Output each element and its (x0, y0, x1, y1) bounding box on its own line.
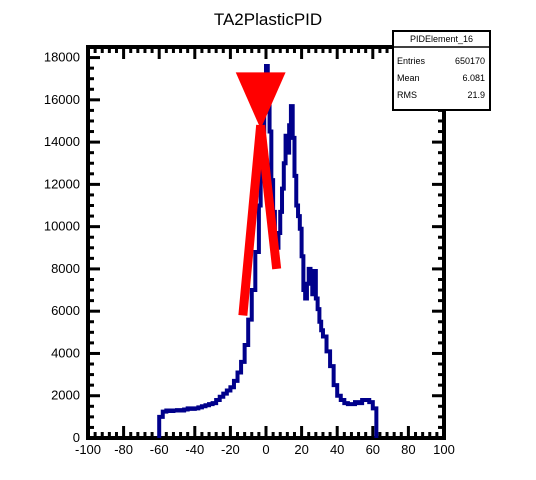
series-layer (157, 64, 379, 438)
stats-label-rms: RMS (397, 90, 417, 100)
x-tick-label: -20 (221, 442, 240, 457)
arrow-shaft-right (256, 124, 282, 270)
stats-label-mean: Mean (397, 73, 420, 83)
y-tick-label: 4000 (51, 345, 80, 360)
x-tick-label: -60 (150, 442, 169, 457)
stats-box-name: PIDElement_16 (410, 34, 473, 44)
stats-value-entries: 650170 (455, 56, 485, 66)
stats-label-entries: Entries (397, 56, 426, 66)
stats-value-mean: 6.081 (462, 73, 485, 83)
y-tick-label: 16000 (44, 92, 80, 107)
chart-title: TA2PlasticPID (214, 10, 322, 29)
y-tick-label: 14000 (44, 134, 80, 149)
x-tick-label: 40 (330, 442, 344, 457)
y-tick-label: 10000 (44, 219, 80, 234)
x-tick-label: -100 (75, 442, 101, 457)
stats-box-frame (392, 30, 491, 111)
y-tick-label: 18000 (44, 50, 80, 65)
stats-value-rms: 21.9 (467, 90, 485, 100)
x-tick-label: -80 (114, 442, 133, 457)
arrow-shaft-left (238, 124, 266, 316)
axis-ticks (86, 45, 446, 440)
y-tick-labels: 0 2000 4000 6000 8000 10000 12000 14000 16000 180… (44, 50, 80, 445)
histogram-series-line (157, 64, 379, 438)
x-tick-label: 60 (366, 442, 380, 457)
x-tick-label: 100 (433, 442, 455, 457)
y-tick-label: 6000 (51, 303, 80, 318)
annotation-layer (235, 72, 286, 316)
x-tick-label: 0 (262, 442, 269, 457)
y-tick-label: 2000 (51, 388, 80, 403)
arrow-head (235, 72, 286, 129)
x-tick-label: 20 (294, 442, 308, 457)
y-tick-label: 8000 (51, 261, 80, 276)
x-tick-label: -40 (185, 442, 204, 457)
x-tick-label: 80 (401, 442, 415, 457)
y-tick-label: 0 (73, 430, 80, 445)
stats-box: PIDElement_16 Entries 650170 Mean 6.081 … (392, 30, 491, 111)
y-tick-label: 12000 (44, 176, 80, 191)
x-tick-labels: -100 -80 -60 -40 -20 0 20 40 60 80 100 (75, 442, 455, 457)
